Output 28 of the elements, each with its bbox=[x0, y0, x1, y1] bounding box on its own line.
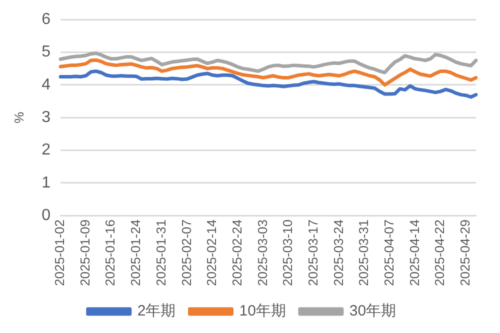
x-tick-label: 2025-02-07 bbox=[178, 220, 194, 286]
x-tick-label: 2025-04-29 bbox=[457, 220, 472, 286]
x-tick-label: 2025-03-17 bbox=[305, 220, 320, 286]
x-tick-label: 2025-01-09 bbox=[77, 220, 92, 286]
x-tick-label: 2025-01-24 bbox=[128, 220, 144, 286]
x-tick-label: 2025-01-02 bbox=[52, 220, 68, 286]
x-tick-label: 2025-02-24 bbox=[229, 220, 244, 286]
legend-label: 10年期 bbox=[239, 302, 286, 320]
x-tick-label: 2025-04-07 bbox=[381, 220, 396, 286]
x-tick-label: 2025-03-10 bbox=[280, 220, 296, 286]
x-tick-label: 2025-01-16 bbox=[102, 220, 118, 286]
x-tick-label: 2025-03-03 bbox=[254, 220, 270, 286]
y-axis-title: % bbox=[11, 111, 26, 124]
y-tick-label: 2 bbox=[42, 142, 51, 159]
y-tick-label: 4 bbox=[42, 76, 51, 94]
x-tick-label: 2025-01-31 bbox=[153, 220, 168, 286]
x-tick-label: 2025-04-22 bbox=[432, 220, 448, 286]
y-tick-label: 5 bbox=[42, 44, 51, 61]
x-tick-label: 2025-04-14 bbox=[406, 220, 422, 286]
y-tick-label: 3 bbox=[42, 108, 51, 126]
legend-label: 30年期 bbox=[349, 302, 396, 320]
y-tick-label: 0 bbox=[42, 206, 51, 224]
y-tick-label: 1 bbox=[42, 174, 51, 192]
legend-label: 2年期 bbox=[137, 302, 176, 320]
x-tick-label: 2025-02-14 bbox=[204, 220, 220, 286]
y-tick-label: 6 bbox=[42, 11, 51, 28]
x-tick-label: 2025-03-24 bbox=[330, 220, 346, 286]
x-tick-label: 2025-03-31 bbox=[356, 220, 372, 286]
